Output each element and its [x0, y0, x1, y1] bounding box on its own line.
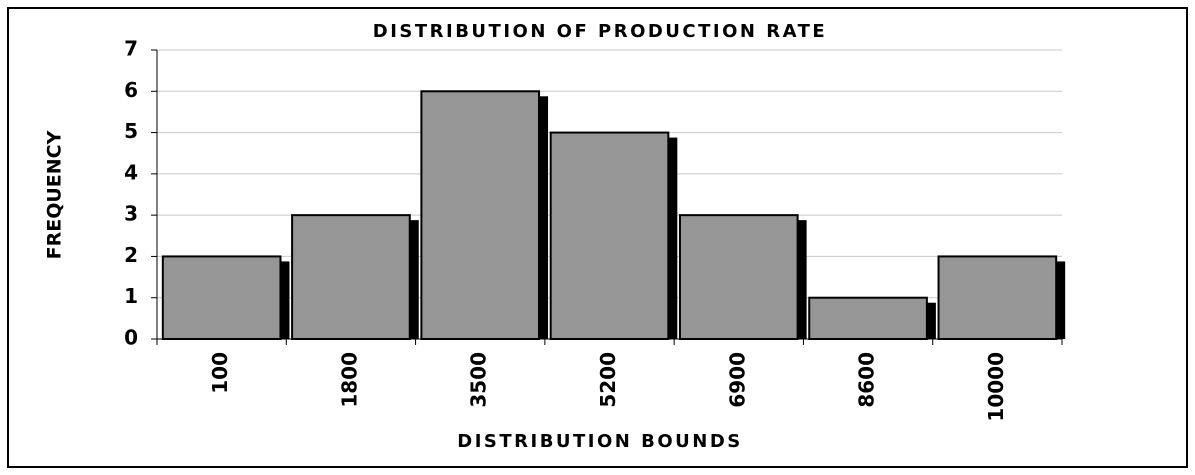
bar — [678, 214, 799, 340]
bar-shadow — [539, 96, 549, 340]
x-tick-label: 10000 — [984, 352, 1008, 422]
x-tick-label: 100 — [208, 352, 232, 394]
y-tick-label: 4 — [124, 160, 138, 184]
bar-shadow — [1056, 261, 1066, 339]
bar — [808, 296, 928, 341]
y-tick-label: 7 — [124, 37, 138, 61]
bar-shadow — [668, 137, 678, 339]
x-tick-label: 8600 — [855, 352, 879, 408]
bar — [549, 131, 670, 340]
x-axis-title: DISTRIBUTION BOUNDS — [457, 431, 743, 452]
x-tick-label: 3500 — [467, 352, 491, 408]
chart-title: DISTRIBUTION OF PRODUCTION RATE — [373, 21, 827, 42]
bar — [937, 255, 1058, 340]
y-tick-label: 3 — [124, 202, 138, 226]
y-tick-label: 0 — [124, 326, 138, 350]
bar — [420, 90, 541, 340]
bar-shadow — [797, 220, 807, 339]
bar — [161, 255, 282, 340]
y-tick-label: 2 — [124, 243, 138, 267]
x-tick-label: 5200 — [596, 352, 620, 408]
bar-shadow — [926, 302, 936, 339]
y-tick-label: 6 — [124, 78, 138, 102]
y-axis-title: FREQUENCY — [44, 130, 66, 259]
y-tick-label: 5 — [124, 119, 138, 143]
x-tick-label: 6900 — [725, 352, 749, 408]
x-tick-label: 1800 — [337, 352, 361, 408]
bar — [291, 214, 411, 340]
bar-shadow — [409, 220, 419, 339]
y-tick-label: 1 — [124, 284, 138, 308]
bar-shadow — [280, 261, 290, 339]
